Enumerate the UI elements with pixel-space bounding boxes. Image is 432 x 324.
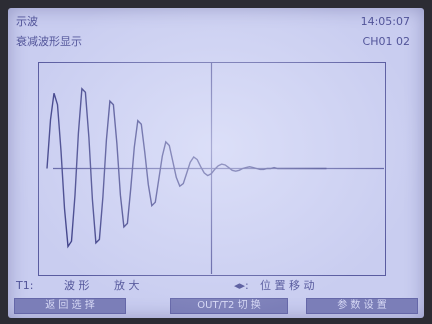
channel-readout: CH01 02 (362, 35, 410, 48)
status-arrows: ◂▸: (234, 279, 249, 292)
waveform-svg (46, 63, 384, 274)
status-t-label: T1: (16, 279, 34, 292)
clock-readout: 14:05:07 (360, 15, 410, 28)
status-mode: 波 形 (64, 279, 90, 292)
softkey-bar: 返 回 选 择 OUT/T2 切 换 参 数 设 置 (14, 298, 418, 314)
status-action: 放 大 (114, 279, 140, 292)
waveform-trace (46, 87, 327, 249)
status-move: 位 置 移 动 (260, 279, 315, 292)
softkey-out-toggle[interactable]: OUT/T2 切 换 (170, 298, 288, 314)
status-bar: T1: 波 形 放 大 ◂▸: 位 置 移 动 (8, 280, 424, 294)
screen-subtitle: 衰减波形显示 (16, 35, 82, 48)
screen-title: 示波 (16, 15, 38, 28)
softkey-settings[interactable]: 参 数 设 置 (306, 298, 418, 314)
lcd-screen: 示波 衰减波形显示 14:05:07 CH01 02 T1: 波 形 放 大 ◂… (8, 8, 424, 318)
waveform-plot (38, 62, 386, 276)
softkey-back-select[interactable]: 返 回 选 择 (14, 298, 126, 314)
